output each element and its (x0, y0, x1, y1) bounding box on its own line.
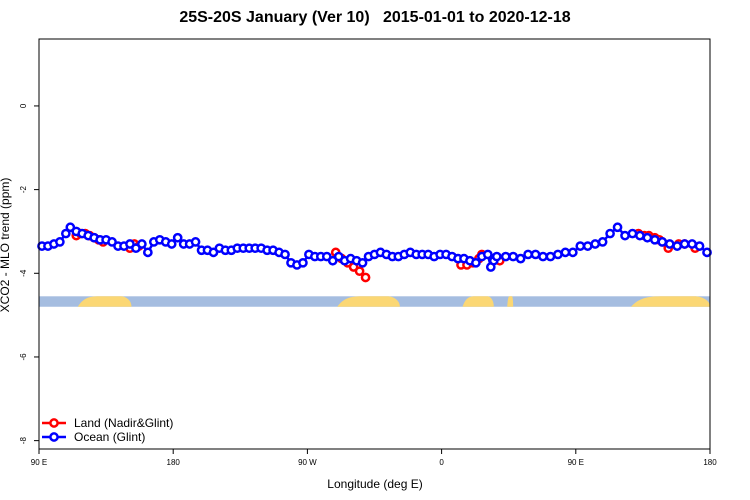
data-point (612, 222, 623, 233)
x-axis: 90 E 180 90 W 0 90 E 180 (31, 449, 717, 467)
series-ocean (37, 222, 712, 272)
data-point (694, 241, 705, 251)
data-point (702, 247, 712, 258)
data-point (605, 228, 615, 239)
data-point (679, 239, 690, 249)
data-point (560, 247, 571, 258)
data-point (55, 237, 65, 247)
legend: Land (Nadir&Glint) Ocean (Glint) (42, 416, 173, 444)
series-layer (37, 222, 712, 283)
surface-band (39, 296, 710, 307)
data-point (635, 230, 645, 241)
land-region (630, 296, 710, 307)
data-point (280, 249, 290, 260)
x-tick-label: 90 E (568, 458, 584, 467)
plot-frame (38, 38, 711, 450)
legend-ocean-marker (49, 432, 59, 442)
legend-land-marker (49, 418, 59, 428)
data-point (172, 232, 183, 243)
x-tick-label: 180 (167, 458, 181, 467)
data-point (672, 241, 683, 251)
data-point (590, 239, 601, 249)
data-point (545, 251, 556, 262)
data-point (620, 230, 630, 241)
data-point (515, 253, 526, 264)
x-tick-label: 90 E (31, 458, 47, 467)
data-point (687, 239, 697, 249)
data-point (357, 257, 368, 268)
land-region (77, 296, 132, 307)
data-point (508, 251, 519, 262)
data-point (523, 249, 533, 260)
data-point (137, 239, 147, 249)
y-axis-title: XCO2 - MLO trend (ppm) (0, 178, 12, 313)
x-tick-label: 0 (439, 458, 444, 467)
legend-land-label: Land (Nadir&Glint) (74, 416, 173, 430)
data-point (360, 272, 371, 283)
data-point (500, 251, 511, 262)
y-tick-label: -6 (19, 353, 28, 361)
x-axis-title: Longitude (deg E) (327, 477, 422, 491)
data-point (597, 237, 608, 247)
data-point (627, 228, 638, 239)
data-point (657, 237, 668, 247)
data-point (664, 239, 675, 249)
chart-title: 25S-20S January (Ver 10) 2015-01-01 to 2… (179, 9, 571, 26)
land-region (507, 296, 514, 307)
y-tick-label: -8 (19, 437, 28, 445)
data-point (553, 249, 563, 260)
y-axis: 0 -2 -4 -6 -8 (19, 103, 39, 444)
data-point (471, 257, 481, 268)
x-tick-label: 90 W (298, 458, 317, 467)
data-point (298, 257, 308, 268)
data-point (575, 241, 586, 251)
data-point (530, 249, 541, 260)
data-point (642, 232, 653, 243)
data-point (143, 247, 153, 258)
land-region (462, 296, 494, 307)
data-point (491, 251, 502, 262)
land-region (337, 296, 400, 307)
x-tick-label: 180 (703, 458, 717, 467)
data-point (482, 249, 493, 260)
data-point (567, 247, 578, 258)
legend-ocean-label: Ocean (Glint) (74, 430, 145, 444)
data-point (190, 237, 201, 247)
data-point (60, 228, 71, 239)
y-tick-label: -2 (19, 186, 28, 194)
data-point (538, 251, 548, 262)
data-point (354, 266, 365, 277)
data-point (582, 241, 593, 251)
data-point (649, 234, 660, 245)
y-tick-label: -4 (19, 269, 28, 277)
y-tick-label: 0 (19, 103, 28, 108)
data-point (166, 239, 177, 249)
